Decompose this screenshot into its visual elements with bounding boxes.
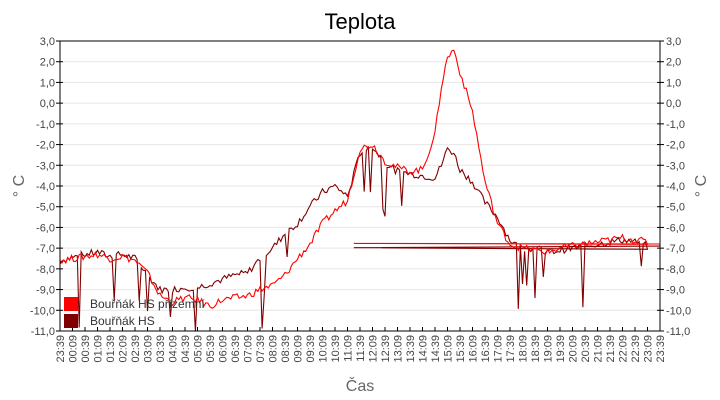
x-tick-label: 00:39 [80, 335, 92, 363]
x-tick-label: 17:39 [505, 335, 517, 363]
y-tick-label-right: -9,0 [666, 285, 685, 297]
y-tick-label: 2,0 [40, 57, 55, 69]
y-tick-label-right: -2,0 [666, 140, 685, 152]
x-tick-label: 06:39 [230, 335, 242, 363]
x-tick-label: 15:39 [455, 335, 467, 363]
chart-title: Teplota [324, 9, 396, 34]
y-tick-label-right: -10,0 [666, 305, 691, 317]
y-tick-label: -4,0 [36, 181, 55, 193]
x-tick-label: 20:39 [580, 335, 592, 363]
y-tick-label: -1,0 [36, 119, 55, 131]
y-tick-label-right: -1,0 [666, 119, 685, 131]
x-tick-label: 04:39 [180, 335, 192, 363]
y-tick-label: -10,0 [30, 305, 55, 317]
x-tick-label: 23:39 [55, 335, 67, 363]
x-axis: 23:39 00:09 00:39 01:09 01:39 02:09 02:39 03:09… [55, 327, 667, 363]
x-tick-label: 18:09 [518, 335, 530, 363]
x-tick-label: 05:09 [193, 335, 205, 363]
x-tick-label: 23:39 [655, 335, 667, 363]
x-tick-label: 01:09 [93, 335, 105, 363]
x-tick-label: 10:09 [318, 335, 330, 363]
y-tick-label-right: -5,0 [666, 202, 685, 214]
legend-label: Bouřňák HS [90, 313, 155, 328]
x-tick-label: 14:39 [430, 335, 442, 363]
y-tick-label-right: -8,0 [666, 264, 685, 276]
x-tick-label: 02:39 [130, 335, 142, 363]
y-axis-title-left: ° C [11, 175, 28, 197]
x-tick-label: 03:09 [143, 335, 155, 363]
legend-swatch-icon [64, 296, 78, 311]
x-tick-label: 13:09 [393, 335, 405, 363]
x-tick-label: 14:09 [418, 335, 430, 363]
y-tick-label-right: 2,0 [666, 57, 681, 69]
series-layer [59, 49, 661, 332]
y-tick-label: -5,0 [36, 202, 55, 214]
x-tick-label: 06:09 [218, 335, 230, 363]
x-tick-label: 22:39 [630, 335, 642, 363]
x-tick-label: 04:09 [168, 335, 180, 363]
y-tick-label: -9,0 [36, 285, 55, 297]
legend-item-series-1: Bouřňák HS přízemní [64, 295, 205, 312]
x-tick-label: 11:39 [355, 335, 367, 362]
y-axis-title-right: ° C [693, 175, 710, 197]
y-tick-label-right: -7,0 [666, 243, 685, 255]
y-tick-label: 0,0 [40, 98, 55, 110]
x-tick-label: 07:39 [255, 335, 267, 363]
x-tick-label: 07:09 [243, 335, 255, 363]
y-tick-label: -7,0 [36, 243, 55, 255]
x-tick-label: 20:09 [568, 335, 580, 363]
x-tick-label: 15:09 [443, 335, 455, 363]
x-tick-label: 13:39 [405, 335, 417, 363]
y-tick-label-right: -3,0 [666, 160, 685, 172]
x-tick-label: 19:39 [555, 335, 567, 363]
x-tick-label: 01:39 [105, 335, 117, 363]
y-tick-label-right: 0,0 [666, 98, 681, 110]
y-axis-right: 3,0 2,0 1,0 0,0 -1,0 -2,0 -3,0 -4,0 -5,0 -6,0 -7,0… [657, 36, 691, 338]
y-tick-label: -3,0 [36, 160, 55, 172]
x-tick-label: 22:09 [618, 335, 630, 363]
y-tick-label: -6,0 [36, 222, 55, 234]
x-tick-label: 19:09 [543, 335, 555, 363]
y-tick-label-right: -6,0 [666, 222, 685, 234]
x-tick-label: 12:09 [368, 335, 380, 363]
y-tick-label: -2,0 [36, 140, 55, 152]
y-tick-label: -8,0 [36, 264, 55, 276]
x-tick-label: 16:09 [468, 335, 480, 363]
series-line [59, 146, 661, 332]
x-tick-label: 09:39 [305, 335, 317, 363]
legend-item-series-2: Bouřňák HS [64, 312, 205, 329]
x-tick-label: 00:09 [68, 335, 80, 363]
x-tick-label: 16:39 [480, 335, 492, 363]
legend-swatch-icon [64, 313, 78, 328]
x-tick-label: 08:39 [280, 335, 292, 363]
x-tick-label: 02:09 [118, 335, 130, 363]
y-tick-label: 3,0 [40, 36, 55, 48]
legend: Bouřňák HS přízemní Bouřňák HS [64, 295, 205, 329]
y-tick-label-right: -4,0 [666, 181, 685, 193]
x-tick-label: 05:39 [205, 335, 217, 363]
x-tick-label: 09:09 [293, 335, 305, 363]
x-tick-label: 08:09 [268, 335, 280, 363]
x-tick-label: 21:39 [605, 335, 617, 363]
x-tick-label: 18:39 [530, 335, 542, 363]
x-tick-label: 11:09 [343, 335, 355, 362]
x-tick-label: 21:09 [593, 335, 605, 363]
y-tick-label: 1,0 [40, 77, 55, 89]
y-tick-label: -11,0 [31, 326, 55, 338]
legend-label: Bouřňák HS přízemní [90, 296, 205, 311]
x-tick-label: 17:09 [493, 335, 505, 363]
y-tick-label-right: -11,0 [666, 326, 690, 338]
x-tick-label: 10:39 [330, 335, 342, 363]
series-line [59, 49, 661, 309]
y-tick-label-right: 1,0 [666, 77, 681, 89]
x-axis-title: Čas [346, 376, 374, 395]
x-tick-label: 12:39 [380, 335, 392, 363]
y-tick-label-right: 3,0 [666, 36, 681, 48]
y-axis-left: 3,0 2,0 1,0 0,0 -1,0 -2,0 -3,0 -4,0 -5,0 -6,0 -7,0… [30, 36, 63, 338]
grid-lines [60, 61, 660, 311]
x-tick-label: 03:39 [155, 335, 167, 363]
x-tick-label: 23:09 [643, 335, 655, 363]
